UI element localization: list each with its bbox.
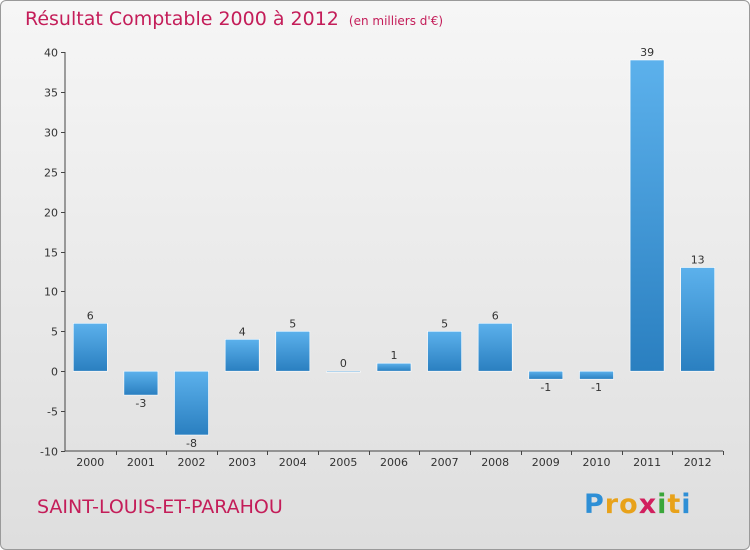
commune-name: SAINT-LOUIS-ET-PARAHOU: [37, 496, 283, 518]
y-tick-label: 40: [44, 47, 58, 60]
data-label-2004: 5: [289, 317, 296, 330]
bar-2011: [629, 59, 665, 372]
logo-letter: t: [667, 489, 682, 520]
x-tick-label-2011: 2011: [633, 456, 661, 469]
y-tick-label: 10: [44, 286, 58, 299]
bar-2010: [579, 370, 614, 380]
x-tick-label-2010: 2010: [583, 456, 611, 469]
y-tick-label: 0: [51, 366, 58, 379]
logo-letter: i: [657, 489, 668, 520]
bar-2008: [477, 322, 513, 372]
logo-letter: r: [604, 489, 620, 520]
data-label-2009: -1: [540, 381, 551, 394]
bar-2006: [376, 362, 412, 372]
data-label-2006: 1: [391, 349, 398, 362]
x-tick-label-2003: 2003: [228, 456, 256, 469]
y-tick-label: -5: [47, 406, 58, 419]
x-tick-label-2009: 2009: [532, 456, 560, 469]
proxiti-logo: Proxiti: [584, 489, 692, 520]
y-tick-label: 5: [51, 326, 58, 339]
y-tick-label: 30: [44, 127, 58, 140]
logo-letter: o: [619, 489, 639, 520]
x-tick-label-2001: 2001: [127, 456, 155, 469]
x-tick-label-2006: 2006: [380, 456, 408, 469]
bar-2004: [275, 330, 311, 372]
y-tick-label: 35: [44, 87, 58, 100]
data-label-2012: 13: [691, 254, 705, 267]
bar-2002: [174, 370, 209, 436]
data-label-2008: 6: [492, 309, 499, 322]
x-tick-label-2008: 2008: [481, 456, 509, 469]
chart-subtitle: (en milliers d'€): [348, 14, 444, 28]
data-label-2005: 0: [340, 357, 347, 370]
x-tick-label-2005: 2005: [329, 456, 357, 469]
logo-letter: i: [681, 489, 692, 520]
data-label-2007: 5: [441, 317, 448, 330]
data-label-2002: -8: [186, 437, 197, 450]
logo-letter: P: [584, 489, 605, 520]
logo-letter: x: [638, 489, 658, 520]
y-tick-label: -10: [40, 446, 58, 459]
x-tick-label-2002: 2002: [178, 456, 206, 469]
data-label-2010: -1: [591, 381, 602, 394]
bar-2007: [427, 330, 462, 372]
data-label-2011: 39: [640, 46, 654, 59]
x-tick-label-2004: 2004: [279, 456, 307, 469]
bar-2000: [73, 322, 108, 372]
bar-2005: [326, 370, 361, 373]
chart-title: Résultat Comptable 2000 à 2012 (en millie…: [25, 8, 444, 30]
y-tick-label: 25: [44, 167, 58, 180]
bar-2012: [680, 267, 716, 372]
x-tick-label-2000: 2000: [76, 456, 104, 469]
bar-2003: [224, 338, 260, 372]
data-label-2003: 4: [239, 325, 246, 338]
bar-2001: [123, 370, 159, 396]
bar-2009: [528, 370, 564, 380]
y-tick-label: 15: [44, 247, 58, 260]
x-tick-label-2007: 2007: [431, 456, 459, 469]
y-tick-label: 20: [44, 207, 58, 220]
x-tick-label-2012: 2012: [684, 456, 712, 469]
data-label-2000: 6: [87, 309, 94, 322]
data-label-2001: -3: [135, 397, 146, 410]
